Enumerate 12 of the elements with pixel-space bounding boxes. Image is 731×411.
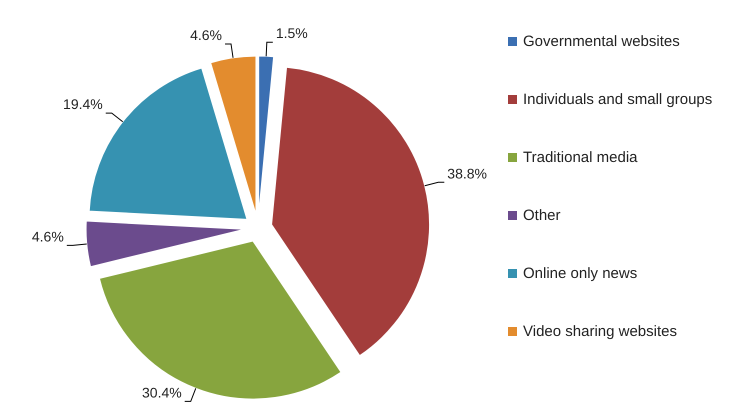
- data-label: 38.8%: [447, 165, 487, 182]
- data-label: 1.5%: [276, 25, 308, 42]
- legend-label: Online only news: [523, 264, 638, 284]
- legend-label: Video sharing websites: [523, 322, 677, 342]
- data-label: 30.4%: [142, 384, 182, 400]
- legend-label: Individuals and small groups: [523, 90, 712, 110]
- data-label: 4.6%: [190, 26, 222, 43]
- legend-label: Traditional media: [523, 148, 638, 168]
- data-label: 4.6%: [32, 228, 64, 244]
- data-label: 19.4%: [63, 96, 103, 112]
- legend-label: Governmental websites: [523, 32, 680, 52]
- legend-label: Other: [523, 206, 561, 226]
